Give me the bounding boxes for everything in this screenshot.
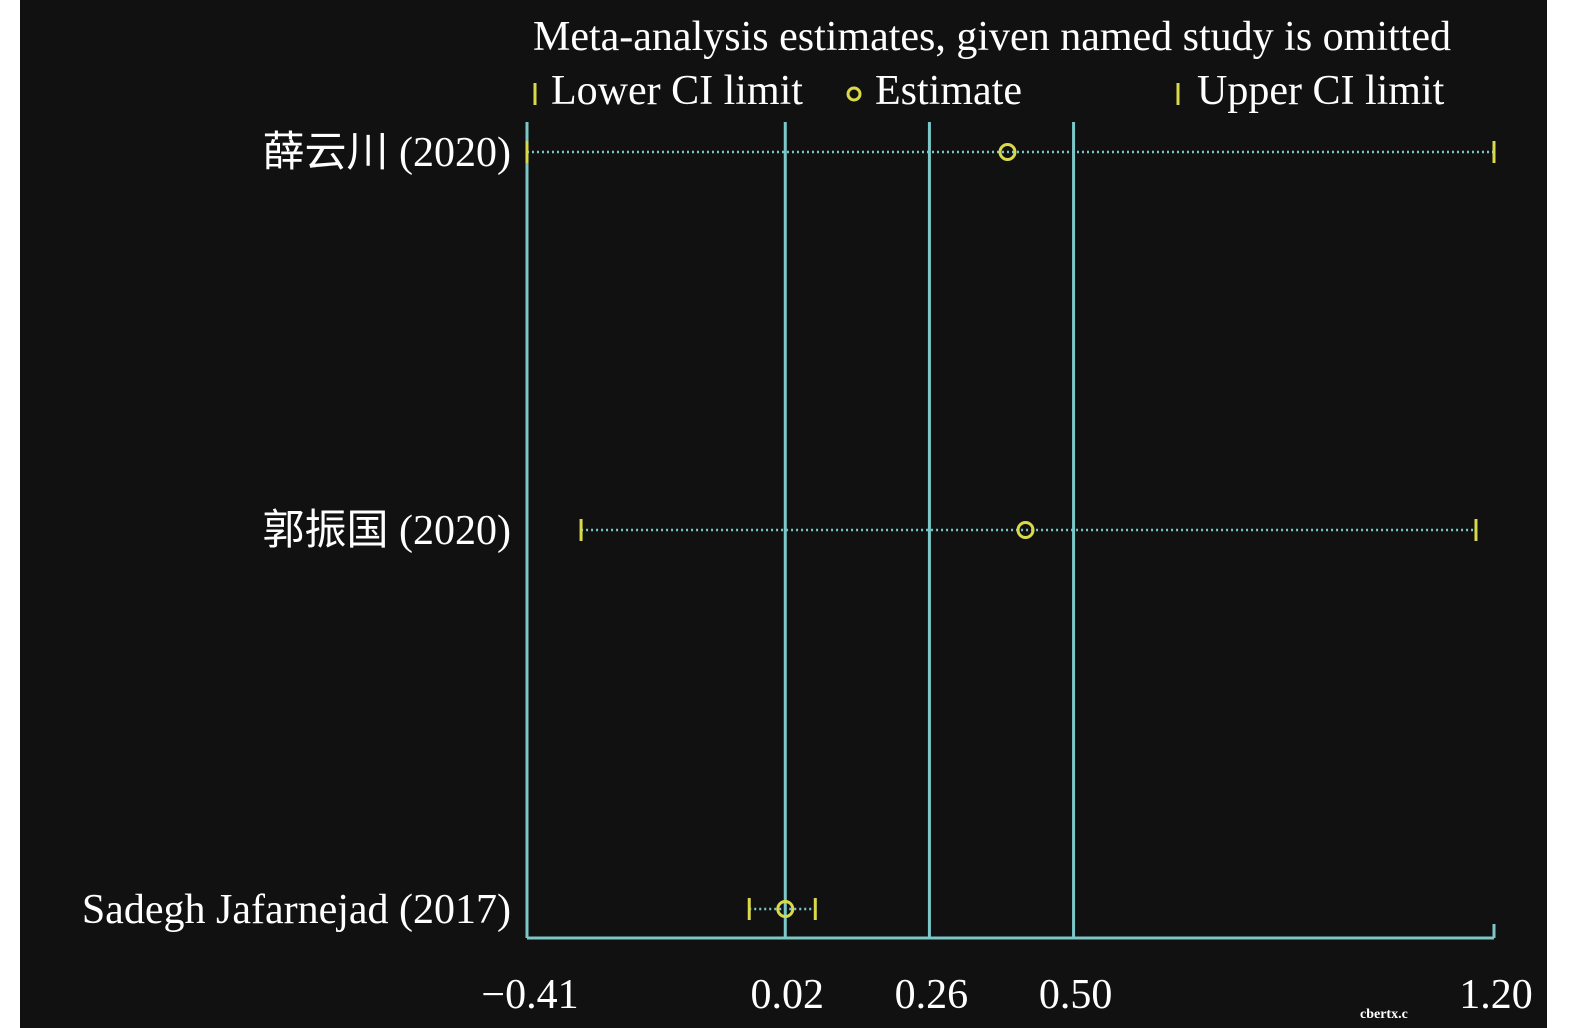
- x-tick-label: 1.20: [1459, 972, 1533, 1018]
- study-label: 郭振国 (2020): [263, 508, 511, 554]
- x-tick-label: 0.02: [751, 972, 825, 1018]
- legend-label-upper: Upper CI limit: [1197, 68, 1445, 114]
- study-label: Sadegh Jafarnejad (2017): [82, 887, 511, 933]
- legend-label-estimate: Estimate: [875, 68, 1022, 114]
- legend: Lower CI limit Estimate Upper CI limit: [533, 68, 1445, 114]
- estimate-point: [1016, 521, 1035, 539]
- x-tick-label: 0.26: [895, 972, 969, 1018]
- estimate-point: [776, 900, 795, 918]
- study-label: 薛云川 (2020): [263, 130, 511, 176]
- plot-panel: [20, 0, 1547, 1028]
- chart-title: Meta-analysis estimates, given named stu…: [533, 14, 1451, 60]
- watermark: cbertx.c: [1360, 1007, 1408, 1022]
- x-tick-label: 0.50: [1039, 972, 1113, 1018]
- study-rows: 薛云川 (2020) 郭振国 (2020) Sadegh Jafarnejad (2…: [82, 130, 1496, 933]
- x-tick-label: −0.41: [481, 972, 578, 1018]
- estimate-legend-icon: [846, 86, 862, 102]
- reference-lines: [525, 122, 1076, 938]
- x-axis: −0.41 0.02 0.26 0.50 1.20 cbertx.c: [481, 924, 1533, 1022]
- estimate-point: [998, 143, 1017, 161]
- legend-label-lower: Lower CI limit: [551, 68, 803, 114]
